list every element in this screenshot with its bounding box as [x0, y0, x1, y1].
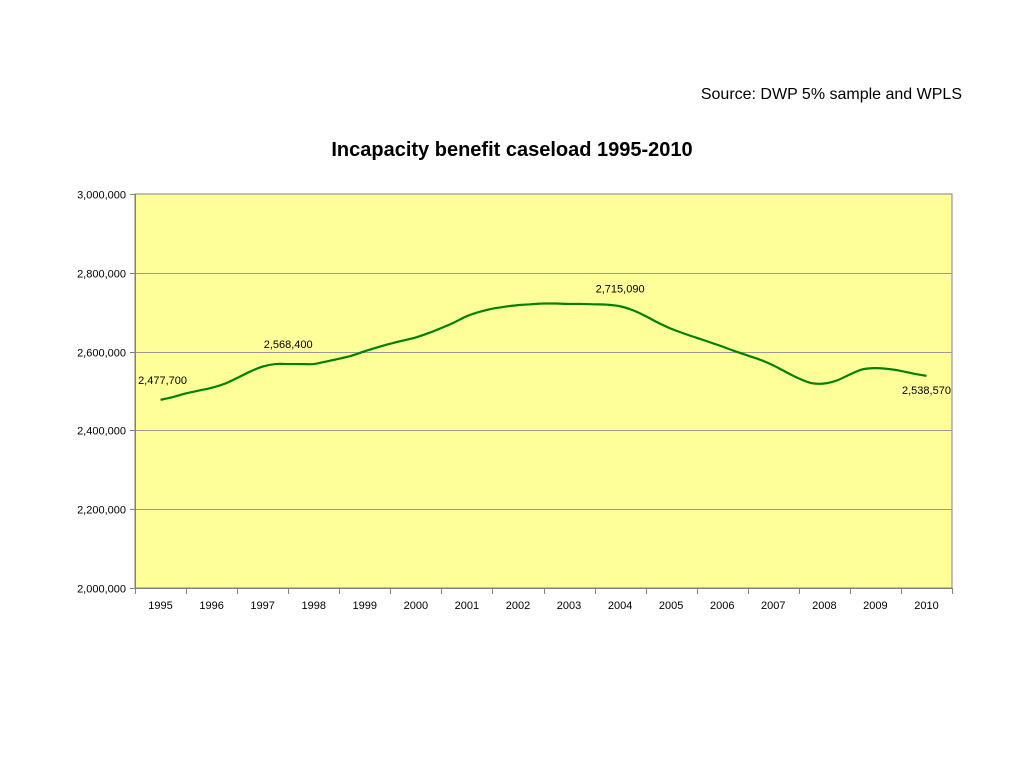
plot-area — [134, 193, 953, 589]
y-tick-label: 2,200,000 — [77, 505, 126, 517]
data-labels: 2,477,700 2,568,400 2,715,090 2,538,570 — [138, 283, 951, 397]
data-label: 2,477,700 — [138, 375, 187, 387]
chart-title: Incapacity benefit caseload 1995-2010 — [331, 139, 693, 161]
gridlines — [135, 273, 952, 510]
x-tick-label: 1996 — [199, 600, 223, 612]
y-tick-label: 2,400,000 — [77, 426, 126, 438]
x-tick-label: 2005 — [659, 600, 683, 612]
x-tick-label: 2002 — [506, 600, 530, 612]
x-tick-label: 2004 — [608, 600, 632, 612]
x-tick-label: 2008 — [812, 600, 836, 612]
y-tick-label: 2,600,000 — [77, 348, 126, 360]
x-tick-label: 1997 — [250, 600, 274, 612]
data-label: 2,538,570 — [902, 385, 951, 397]
series-layer — [160, 302, 927, 401]
y-tick-label: 3,000,000 — [77, 190, 126, 202]
y-tick-label: 2,000,000 — [77, 584, 126, 596]
source-note: Source: DWP 5% sample and WPLS — [700, 86, 962, 103]
x-tick-label: 2007 — [761, 600, 785, 612]
x-tick-label: 2001 — [455, 600, 479, 612]
series-line — [160, 302, 927, 401]
x-tick-label: 2000 — [404, 600, 428, 612]
x-axis-ticks: 1995 1996 1997 1998 1999 2000 2001 2002 2003 2004… — [135, 588, 953, 612]
x-tick-label: 2010 — [914, 600, 938, 612]
x-tick-label: 2006 — [710, 600, 734, 612]
x-tick-label: 1995 — [148, 600, 172, 612]
y-tick-label: 2,800,000 — [77, 269, 126, 281]
x-tick-label: 1998 — [301, 600, 325, 612]
axes — [135, 194, 952, 589]
data-label: 2,568,400 — [264, 339, 313, 351]
data-label: 2,715,090 — [596, 283, 645, 295]
x-tick-label: 1999 — [353, 600, 377, 612]
x-tick-label: 2003 — [557, 600, 581, 612]
x-tick-label: 2009 — [863, 600, 887, 612]
y-axis-ticks: 2,000,000 2,200,000 2,400,000 2,600,000 2,80… — [77, 190, 135, 596]
